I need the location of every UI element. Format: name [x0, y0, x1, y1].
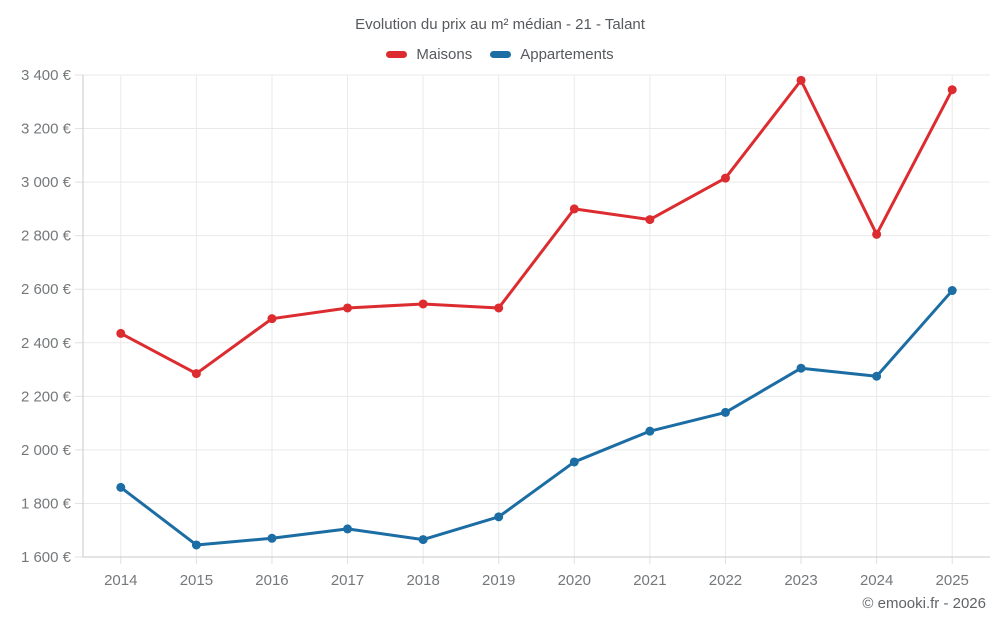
maisons-point-2024[interactable]	[872, 229, 882, 239]
y-axis-label: 2 800 €	[21, 228, 72, 245]
maisons-point-2025[interactable]	[947, 85, 957, 95]
y-axis-label: 2 400 €	[21, 335, 72, 352]
y-axis-label: 1 600 €	[21, 549, 72, 566]
y-axis-label: 2 200 €	[21, 388, 72, 405]
maisons-point-2022[interactable]	[720, 173, 730, 183]
x-axis-label: 2022	[709, 572, 742, 589]
maisons-point-2018[interactable]	[418, 299, 428, 309]
copyright-text: © emooki.fr - 2026	[862, 595, 986, 612]
y-axis-label: 2 000 €	[21, 442, 72, 459]
maisons-point-2016[interactable]	[267, 314, 277, 324]
appartements-point-2021[interactable]	[645, 426, 655, 436]
appartements-point-2022[interactable]	[720, 407, 730, 417]
x-axis-label: 2016	[255, 572, 288, 589]
maisons-point-2023[interactable]	[796, 75, 806, 85]
appartements-point-2015[interactable]	[191, 540, 201, 550]
appartements-point-2020[interactable]	[569, 457, 579, 467]
maisons-point-2017[interactable]	[343, 303, 353, 313]
legend: Maisons Appartements	[0, 46, 1000, 63]
appartements-line	[119, 289, 954, 547]
appartements-point-2017[interactable]	[343, 524, 353, 534]
maisons-line	[119, 78, 954, 376]
x-axis-label: 2021	[633, 572, 666, 589]
appartements-legend-swatch	[490, 51, 512, 58]
x-axis-label: 2023	[784, 572, 817, 589]
maisons-point-2019[interactable]	[494, 303, 504, 313]
maisons-point-2020[interactable]	[569, 204, 579, 214]
appartements-point-2023[interactable]	[796, 363, 806, 373]
legend-item-appartements[interactable]: Appartements	[490, 46, 614, 63]
legend-item-maisons[interactable]: Maisons	[386, 46, 472, 63]
x-axis-label: 2024	[860, 572, 893, 589]
y-axis-label: 3 000 €	[21, 174, 72, 191]
x-axis-label: 2020	[558, 572, 591, 589]
y-axis-label: 3 200 €	[21, 121, 72, 138]
x-axis-label: 2017	[331, 572, 364, 589]
maisons-point-2015[interactable]	[191, 369, 201, 379]
appartements-point-2025[interactable]	[947, 286, 957, 296]
x-axis-label: 2019	[482, 572, 515, 589]
y-axis-label: 2 600 €	[21, 281, 72, 298]
chart-title: Evolution du prix au m² médian - 21 - Ta…	[355, 16, 645, 33]
appartements-legend-label: Appartements	[520, 46, 614, 63]
appartements-point-2014[interactable]	[116, 482, 126, 492]
x-axis-label: 2015	[180, 572, 213, 589]
appartements-point-2019[interactable]	[494, 512, 504, 522]
maisons-legend-swatch	[386, 51, 408, 58]
appartements-point-2016[interactable]	[267, 533, 277, 543]
maisons-point-2014[interactable]	[116, 328, 126, 338]
appartements-point-2024[interactable]	[872, 371, 882, 381]
x-axis-label: 2018	[406, 572, 439, 589]
maisons-legend-label: Maisons	[416, 46, 473, 63]
y-axis-label: 1 800 €	[21, 495, 72, 512]
maisons-point-2021[interactable]	[645, 215, 655, 225]
x-axis-label: 2025	[936, 572, 969, 589]
appartements-point-2018[interactable]	[418, 535, 428, 545]
y-axis-label: 3 400 €	[21, 67, 72, 84]
x-axis-label: 2014	[104, 572, 137, 589]
